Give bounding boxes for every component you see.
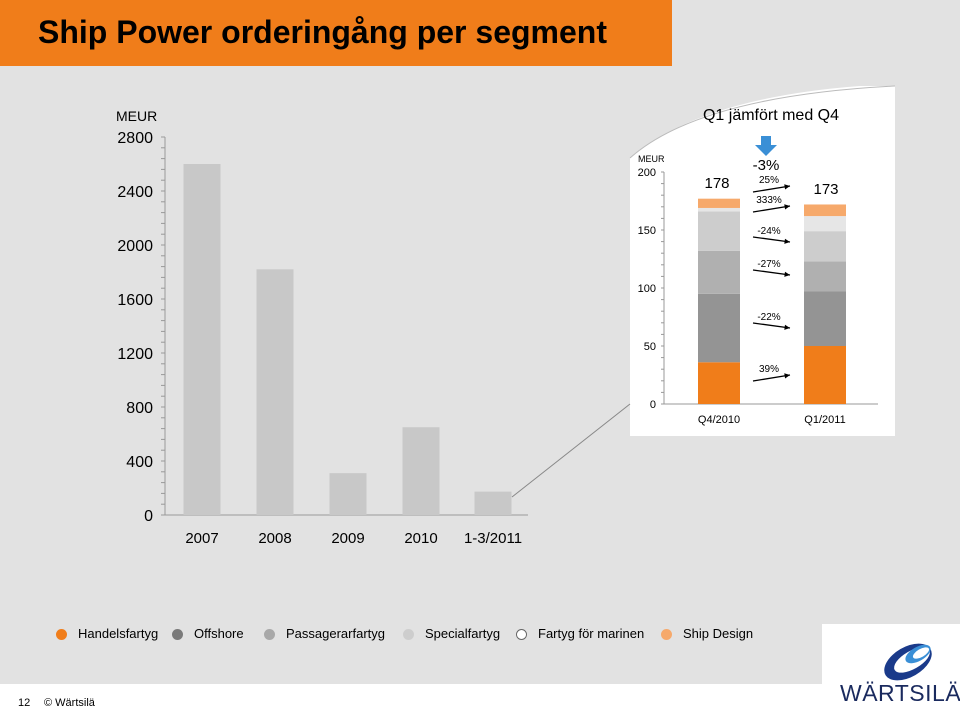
bar-total-label: 173 (813, 181, 838, 198)
total-change-label: -3% (753, 157, 780, 174)
stacked-segment (804, 261, 846, 292)
change-arrow-head (784, 184, 790, 190)
page-number: 12 (18, 697, 31, 709)
y-tick-label: 2400 (117, 184, 153, 201)
x-tick-label: 2008 (258, 530, 291, 547)
y-tick-label: 1600 (117, 292, 153, 309)
legend-label: Handelsfartyg (78, 626, 159, 641)
stacked-segment (698, 198, 740, 208)
stacked-segment (804, 216, 846, 232)
chart-title: Q1 jämfört med Q4 (703, 107, 839, 124)
stacked-segment (804, 291, 846, 346)
segment-change-label: -22% (757, 312, 780, 323)
legend-label: Passagerarfartyg (286, 626, 385, 641)
legend-label: Offshore (194, 626, 244, 641)
y-tick-label: 100 (638, 283, 656, 295)
x-tick-label: 2009 (331, 530, 364, 547)
change-arrow (752, 374, 791, 382)
y-tick-label: 2000 (117, 238, 153, 255)
annual-bar (329, 473, 367, 515)
change-arrow (752, 322, 791, 329)
logo-text: WÄRTSILÄ (840, 680, 960, 706)
y-tick-label: 2800 (117, 130, 153, 147)
segment-change-label: 25% (759, 175, 779, 186)
x-tick-label: 2007 (185, 530, 218, 547)
callout-line (511, 403, 631, 498)
change-arrow-head (784, 271, 790, 277)
copyright: © Wärtsilä (44, 697, 95, 709)
segment-change-label: -24% (757, 226, 780, 237)
y-axis-unit-label: MEUR (638, 154, 665, 164)
stacked-segment (698, 211, 740, 251)
legend-swatch (661, 629, 672, 640)
change-arrow (752, 236, 791, 243)
quarter-compare-chart: Q1 jämfört med Q4 MEUR 0 50 100 150 200 Q4/2010… (638, 107, 878, 426)
legend-swatch (172, 629, 183, 640)
y-tick-label: 0 (144, 508, 153, 525)
stacked-segment (698, 250, 740, 294)
x-tick-label: Q4/2010 (698, 414, 740, 426)
annual-bar (256, 269, 294, 515)
change-arrow-head (784, 204, 790, 210)
legend-label: Specialfartyg (425, 626, 501, 641)
x-tick-label: 1-3/2011 (464, 530, 522, 547)
y-tick-label: 150 (638, 225, 656, 237)
segment-change-label: 39% (759, 364, 779, 375)
annual-bar (183, 164, 221, 515)
legend-swatch (403, 629, 414, 640)
change-arrow (752, 205, 791, 213)
segment-change-label: -27% (757, 259, 780, 270)
y-axis-unit-label: MEUR (116, 108, 157, 124)
segment-change-label: 333% (756, 195, 782, 206)
stacked-segment (698, 362, 740, 404)
annual-order-chart: MEUR 0 400 800 1200 1600 2000 2400 2800 2007 2008 2… (116, 108, 528, 547)
y-tick-label: 400 (126, 454, 153, 471)
x-tick-label: 2010 (404, 530, 437, 547)
change-arrow-head (784, 324, 790, 330)
bottom-strip (0, 684, 822, 720)
legend-swatch (516, 629, 527, 640)
page-title: Ship Power orderingång per segment (38, 14, 607, 50)
change-arrow (752, 185, 791, 193)
change-arrow-head (784, 373, 790, 379)
title-bar: Ship Power orderingång per segment (0, 0, 672, 66)
y-tick-label: 50 (644, 341, 656, 353)
legend-label: Ship Design (683, 626, 754, 641)
change-arrow-head (784, 238, 790, 244)
legend-swatch (264, 629, 275, 640)
stacked-segment (804, 346, 846, 404)
down-arrow-icon (761, 136, 771, 146)
legend-swatch (56, 629, 67, 640)
stacked-segment (804, 204, 846, 217)
stacked-segment (698, 207, 740, 212)
legend-label: Fartyg för marinen (538, 626, 645, 641)
stacked-segment (804, 231, 846, 262)
stacked-segment (698, 293, 740, 363)
wartsila-logo: WÄRTSILÄ (822, 624, 960, 720)
y-tick-label: 200 (638, 167, 656, 179)
y-tick-label: 0 (650, 399, 656, 411)
logo-swoosh-icon (884, 643, 932, 681)
callout-curve (629, 85, 896, 159)
bar-total-label: 178 (704, 175, 729, 192)
annual-bar (474, 491, 512, 515)
change-arrow (752, 269, 791, 276)
annual-bar (402, 427, 440, 515)
y-tick-label: 800 (126, 400, 153, 417)
y-tick-label: 1200 (117, 346, 153, 363)
x-tick-label: Q1/2011 (804, 414, 845, 426)
down-arrow-icon (755, 145, 777, 156)
